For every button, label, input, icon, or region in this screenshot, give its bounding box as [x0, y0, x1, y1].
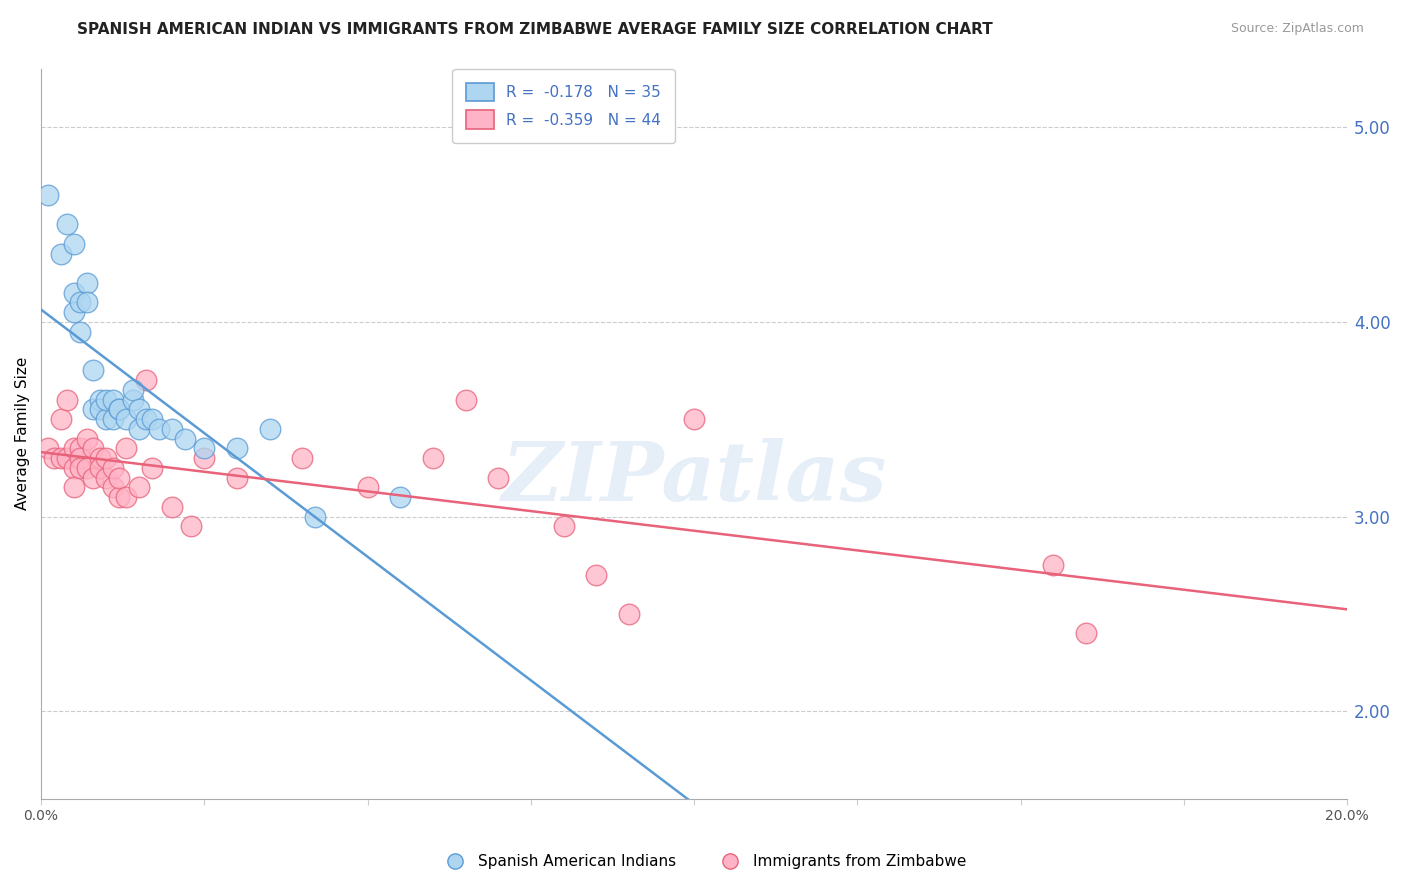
Point: [62, 305, 84, 319]
Point: [683, 412, 706, 426]
Point: [101, 392, 124, 407]
Point: [62, 461, 84, 475]
Point: [115, 442, 138, 456]
Point: [49, 451, 72, 466]
Point: [101, 461, 124, 475]
Point: [291, 451, 314, 466]
Point: [44, 451, 66, 466]
Legend: R =  -0.178   N = 35, R =  -0.359   N = 44: R = -0.178 N = 35, R = -0.359 N = 44: [453, 69, 675, 143]
Point: [76, 432, 98, 446]
Point: [115, 490, 138, 504]
Point: [62, 236, 84, 251]
Text: SPANISH AMERICAN INDIAN VS IMMIGRANTS FROM ZIMBABWE AVERAGE FAMILY SIZE CORRELAT: SPANISH AMERICAN INDIAN VS IMMIGRANTS FR…: [77, 22, 993, 37]
Point: [69, 461, 91, 475]
Point: [617, 607, 640, 621]
Point: [356, 480, 378, 494]
Point: [76, 461, 98, 475]
Point: [89, 461, 111, 475]
Point: [76, 276, 98, 290]
Point: [226, 470, 249, 484]
Point: [128, 422, 150, 436]
Point: [56, 218, 79, 232]
Point: [89, 402, 111, 417]
Point: [62, 442, 84, 456]
Point: [82, 402, 104, 417]
Point: [160, 500, 183, 514]
Point: [173, 432, 195, 446]
Point: [49, 412, 72, 426]
Point: [141, 412, 163, 426]
Point: [148, 422, 170, 436]
Point: [101, 480, 124, 494]
Point: [82, 363, 104, 377]
Point: [454, 392, 477, 407]
Point: [56, 451, 79, 466]
Y-axis label: Average Family Size: Average Family Size: [15, 357, 30, 510]
Point: [553, 519, 575, 533]
Point: [101, 412, 124, 426]
Point: [96, 451, 118, 466]
Point: [226, 442, 249, 456]
Point: [585, 568, 607, 582]
Point: [108, 402, 131, 417]
Point: [121, 392, 143, 407]
Point: [49, 246, 72, 260]
Point: [69, 442, 91, 456]
Point: [422, 451, 444, 466]
Point: [128, 402, 150, 417]
Point: [259, 422, 281, 436]
Point: [62, 480, 84, 494]
Point: [76, 295, 98, 310]
Point: [96, 412, 118, 426]
Point: [82, 470, 104, 484]
Point: [69, 295, 91, 310]
Point: [180, 519, 202, 533]
Point: [108, 490, 131, 504]
Point: [89, 392, 111, 407]
Point: [486, 470, 509, 484]
Point: [108, 402, 131, 417]
Point: [37, 188, 59, 202]
Point: [128, 480, 150, 494]
Point: [82, 442, 104, 456]
Point: [37, 442, 59, 456]
Text: Source: ZipAtlas.com: Source: ZipAtlas.com: [1230, 22, 1364, 36]
Point: [115, 412, 138, 426]
Point: [193, 442, 215, 456]
Point: [89, 451, 111, 466]
Point: [135, 373, 157, 387]
Point: [69, 451, 91, 466]
Point: [389, 490, 412, 504]
Point: [56, 392, 79, 407]
Point: [108, 470, 131, 484]
Point: [160, 422, 183, 436]
Point: [304, 509, 326, 524]
Point: [62, 285, 84, 300]
Point: [141, 461, 163, 475]
Point: [1074, 626, 1097, 640]
Point: [69, 325, 91, 339]
Point: [96, 392, 118, 407]
Text: ZIPatlas: ZIPatlas: [502, 438, 887, 517]
Point: [96, 470, 118, 484]
Point: [121, 383, 143, 397]
Point: [193, 451, 215, 466]
Point: [1042, 558, 1064, 573]
Point: [135, 412, 157, 426]
Legend: Spanish American Indians, Immigrants from Zimbabwe: Spanish American Indians, Immigrants fro…: [434, 848, 972, 875]
